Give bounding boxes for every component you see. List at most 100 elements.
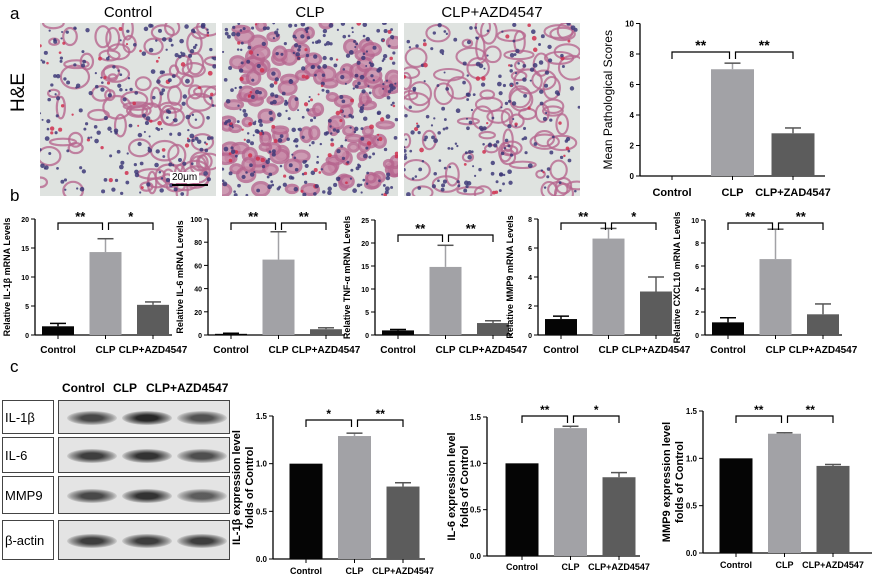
tissue-strand <box>358 91 370 107</box>
nucleus <box>242 27 246 31</box>
nucleus <box>230 88 234 92</box>
nucleus <box>291 127 296 133</box>
x-tick-label: CLP <box>269 345 289 356</box>
nucleus <box>247 95 251 98</box>
nucleus <box>237 41 241 45</box>
nucleus <box>486 29 490 33</box>
nucleus <box>448 165 452 169</box>
nucleus <box>262 26 267 31</box>
nucleus <box>103 76 107 80</box>
nucleus <box>309 118 314 122</box>
nucleus <box>127 77 131 80</box>
nucleus <box>372 79 376 82</box>
nucleus <box>270 92 275 97</box>
nucleus <box>231 31 236 37</box>
tissue-strand <box>456 117 480 126</box>
y-tick-label: 0 <box>365 333 369 340</box>
nucleus <box>61 31 64 34</box>
nucleus <box>382 87 385 90</box>
nucleus <box>181 101 186 106</box>
tissue-strand <box>68 131 84 148</box>
panel-label-b: b <box>10 186 20 205</box>
nucleus <box>336 148 341 154</box>
y-axis-label: Relative IL-6 mRNA Levels <box>175 220 185 333</box>
nucleus <box>239 29 243 32</box>
nucleus <box>194 43 198 47</box>
nucleus <box>354 45 357 49</box>
nucleus <box>339 109 343 113</box>
nucleus <box>321 73 326 77</box>
nucleus <box>222 50 225 54</box>
y-tick-label: 0.0 <box>470 552 482 561</box>
tissue-strand <box>187 110 205 130</box>
nucleus <box>94 72 97 75</box>
nucleus <box>569 86 575 91</box>
nucleus <box>132 101 137 106</box>
nucleus <box>119 88 123 92</box>
significance-label: * <box>631 209 637 224</box>
nucleus <box>210 136 214 140</box>
nucleus <box>325 131 330 135</box>
nucleus <box>168 38 173 43</box>
nucleus <box>144 120 149 126</box>
y-axis-label: IL-6 expression level <box>446 432 458 540</box>
bar-control <box>712 322 744 335</box>
nucleus <box>206 28 209 31</box>
nucleus <box>317 65 321 69</box>
tissue-strand <box>107 73 118 82</box>
nucleus <box>268 110 273 115</box>
y-tick-label: 0 <box>630 172 635 181</box>
nucleus <box>509 52 515 58</box>
nucleus <box>191 138 195 143</box>
y-tick-label: 1.5 <box>686 407 698 416</box>
nucleus <box>317 93 320 96</box>
nucleus <box>352 188 357 193</box>
nucleus <box>382 82 385 86</box>
x-tick-label: CLP+AZD4547 <box>372 566 434 576</box>
nucleus <box>392 104 396 108</box>
nucleus <box>431 184 436 189</box>
nucleus <box>79 186 85 192</box>
nucleus <box>392 86 396 90</box>
nucleus <box>40 44 42 48</box>
nucleus <box>545 111 548 115</box>
nucleus <box>224 31 229 36</box>
nucleus <box>155 149 160 154</box>
nucleus <box>240 41 244 45</box>
nucleus <box>542 116 547 121</box>
y-tick-label: 6 <box>695 264 699 271</box>
nucleus <box>360 191 363 194</box>
tissue-strand <box>272 45 288 62</box>
nucleus <box>320 168 324 171</box>
nucleus <box>292 34 296 39</box>
tissue-strand <box>541 105 564 117</box>
y-tick-label: 0 <box>528 333 532 340</box>
nucleus <box>563 154 566 158</box>
nucleus <box>48 151 52 155</box>
significance-bracket <box>671 51 731 59</box>
nucleus <box>350 98 355 103</box>
nucleus <box>294 167 299 172</box>
nucleus <box>55 74 61 79</box>
tissue-strand <box>566 180 580 191</box>
nucleus <box>497 81 502 87</box>
nucleus <box>308 95 311 99</box>
nucleus <box>155 39 158 42</box>
y-tick-label: 1.5 <box>256 412 268 421</box>
nucleus <box>529 79 532 82</box>
y-tick-label: 0.5 <box>686 502 698 511</box>
nucleus <box>351 31 354 34</box>
nucleus <box>239 76 244 82</box>
tissue-strand <box>508 85 532 109</box>
nucleus <box>238 68 244 73</box>
nucleus <box>547 44 552 50</box>
nucleus <box>58 51 62 55</box>
nucleus <box>481 76 486 81</box>
nucleus <box>394 117 398 122</box>
nucleus <box>90 136 93 139</box>
wb-band <box>67 489 117 503</box>
scale-bar <box>172 184 208 186</box>
nucleus <box>168 162 173 167</box>
tissue-strand <box>270 125 290 136</box>
